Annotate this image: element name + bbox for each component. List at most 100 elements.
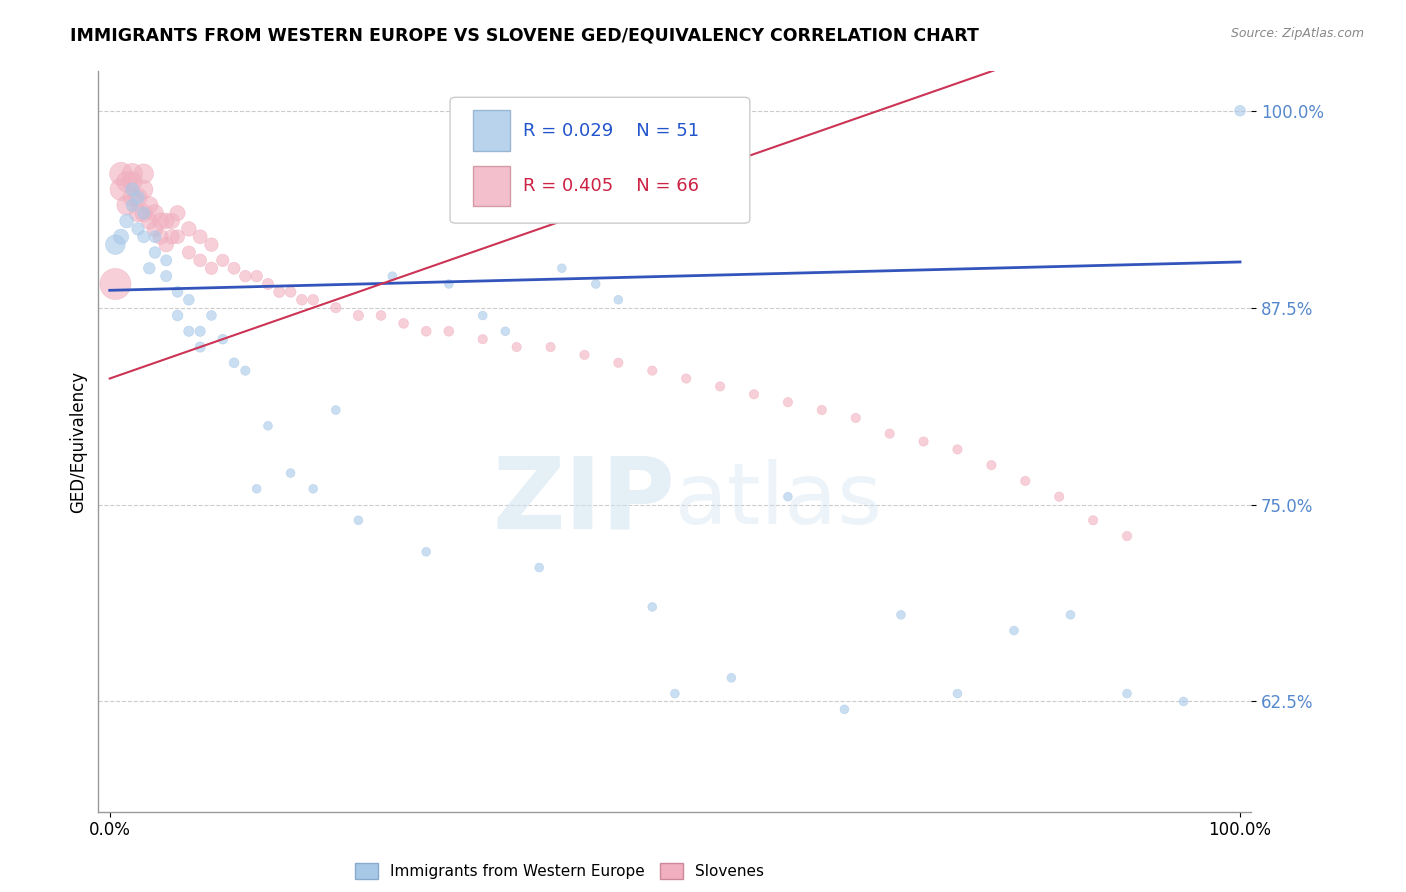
- Point: [415, 545, 437, 559]
- Text: R = 0.029    N = 51: R = 0.029 N = 51: [523, 121, 699, 139]
- Point: [742, 387, 765, 401]
- Legend: Immigrants from Western Europe, Slovenes: Immigrants from Western Europe, Slovenes: [349, 857, 770, 886]
- Point: [347, 513, 370, 527]
- Point: [291, 293, 314, 307]
- Point: [980, 458, 1002, 472]
- Point: [115, 214, 138, 228]
- Point: [437, 277, 460, 291]
- Point: [143, 229, 166, 244]
- Point: [166, 229, 188, 244]
- Point: [132, 229, 155, 244]
- Point: [912, 434, 935, 449]
- Point: [110, 182, 132, 196]
- Point: [177, 222, 200, 236]
- Point: [879, 426, 901, 441]
- Point: [776, 490, 799, 504]
- Point: [104, 277, 127, 291]
- Point: [143, 206, 166, 220]
- Point: [211, 253, 233, 268]
- Point: [415, 324, 437, 338]
- Point: [188, 324, 211, 338]
- Point: [188, 229, 211, 244]
- Point: [946, 687, 969, 701]
- Point: [675, 371, 697, 385]
- Point: [471, 309, 494, 323]
- Point: [104, 237, 127, 252]
- Point: [155, 237, 177, 252]
- Point: [540, 340, 562, 354]
- Point: [607, 356, 630, 370]
- Point: [138, 214, 160, 228]
- Point: [664, 687, 686, 701]
- Point: [155, 269, 177, 284]
- Point: [280, 466, 302, 480]
- Point: [160, 229, 183, 244]
- Point: [121, 175, 143, 189]
- Point: [471, 332, 494, 346]
- Point: [177, 324, 200, 338]
- Point: [121, 182, 143, 196]
- Point: [302, 293, 325, 307]
- Point: [1116, 529, 1139, 543]
- Point: [1173, 694, 1195, 708]
- FancyBboxPatch shape: [450, 97, 749, 223]
- Point: [246, 482, 269, 496]
- Point: [325, 403, 347, 417]
- Point: [845, 411, 868, 425]
- Point: [392, 317, 415, 331]
- Point: [143, 245, 166, 260]
- Point: [1116, 687, 1139, 701]
- Point: [188, 340, 211, 354]
- Point: [1047, 490, 1070, 504]
- Text: IMMIGRANTS FROM WESTERN EUROPE VS SLOVENE GED/EQUIVALENCY CORRELATION CHART: IMMIGRANTS FROM WESTERN EUROPE VS SLOVEN…: [70, 27, 979, 45]
- Point: [269, 285, 291, 299]
- Point: [115, 175, 138, 189]
- Text: atlas: atlas: [675, 459, 883, 542]
- FancyBboxPatch shape: [472, 111, 510, 151]
- Point: [121, 198, 143, 212]
- Point: [946, 442, 969, 457]
- Point: [811, 403, 834, 417]
- Point: [585, 277, 607, 291]
- Point: [302, 482, 325, 496]
- Point: [235, 364, 257, 378]
- Point: [494, 324, 516, 338]
- Point: [211, 332, 233, 346]
- Point: [143, 222, 166, 236]
- Point: [381, 269, 404, 284]
- Point: [132, 206, 155, 220]
- Point: [347, 309, 370, 323]
- Point: [641, 364, 664, 378]
- Point: [1081, 513, 1104, 527]
- Point: [127, 190, 149, 204]
- Point: [127, 206, 149, 220]
- Point: [246, 269, 269, 284]
- Point: [235, 269, 257, 284]
- Point: [574, 348, 596, 362]
- Point: [709, 379, 731, 393]
- Text: ZIP: ZIP: [492, 452, 675, 549]
- Point: [121, 190, 143, 204]
- Point: [890, 607, 912, 622]
- Point: [127, 190, 149, 204]
- Point: [200, 309, 222, 323]
- Point: [222, 261, 245, 276]
- Point: [720, 671, 742, 685]
- Y-axis label: GED/Equivalency: GED/Equivalency: [69, 370, 87, 513]
- Point: [127, 222, 149, 236]
- Point: [529, 560, 551, 574]
- Point: [280, 285, 302, 299]
- Point: [437, 324, 460, 338]
- Point: [138, 261, 160, 276]
- Point: [166, 285, 188, 299]
- Point: [834, 702, 856, 716]
- Point: [160, 214, 183, 228]
- Point: [177, 245, 200, 260]
- Point: [110, 167, 132, 181]
- Point: [370, 309, 392, 323]
- Point: [257, 277, 280, 291]
- Point: [177, 293, 200, 307]
- Point: [132, 206, 155, 220]
- Point: [132, 182, 155, 196]
- Point: [166, 206, 188, 220]
